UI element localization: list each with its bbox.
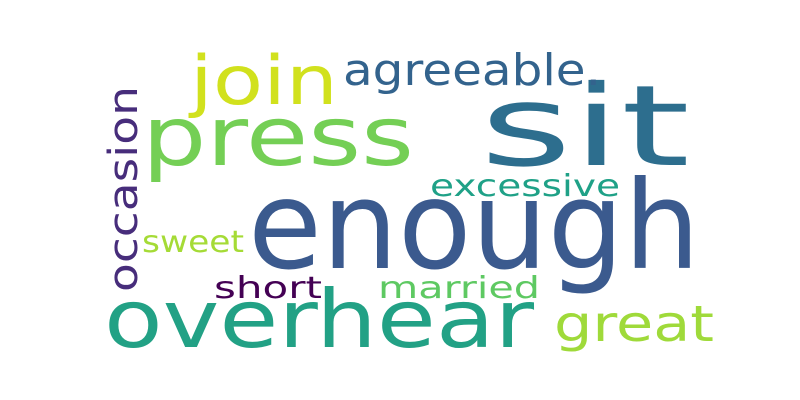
word-agreeable: agreeable.	[343, 45, 601, 96]
word-sweet: sweet	[142, 225, 244, 260]
word-married: married	[378, 271, 540, 306]
word-excessive: excessive	[430, 169, 620, 204]
word-enough: enough	[248, 155, 700, 297]
word-occasion: occasion	[101, 86, 147, 292]
word-overhear: overhear	[104, 273, 534, 366]
word-press: press	[142, 90, 414, 185]
word-short: short	[214, 271, 322, 306]
word-sit: sit	[480, 62, 690, 192]
word-great: great	[554, 295, 714, 353]
word-join: join	[188, 42, 338, 121]
